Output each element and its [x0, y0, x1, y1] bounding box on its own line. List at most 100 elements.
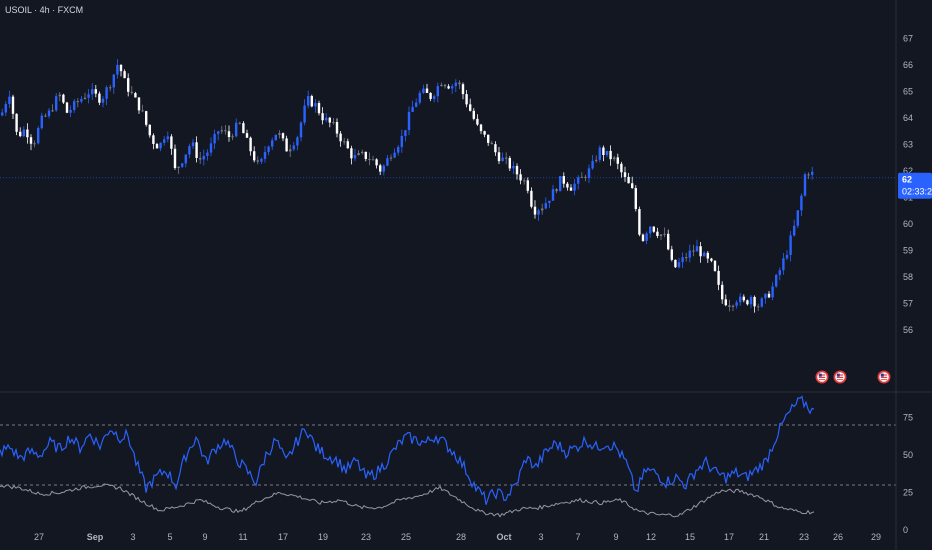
- candle: [379, 163, 382, 176]
- time-axis[interactable]: 27 Sep 3 5 9 11 17 19 23 25 28 Oct 3 7 9 12 15 17 21 23 26 29: [34, 532, 881, 542]
- candle: [224, 125, 227, 135]
- price-tick-label: 67: [903, 34, 913, 44]
- us-flag-icon[interactable]: [877, 370, 891, 384]
- candle: [580, 172, 583, 178]
- candle: [746, 299, 749, 306]
- candle: [710, 257, 713, 263]
- candle: [152, 133, 155, 150]
- candle: [785, 250, 789, 261]
- candle: [335, 118, 339, 138]
- time-tick-label: 23: [361, 532, 371, 542]
- last-price-tag[interactable]: 62 02:33:24: [898, 172, 932, 199]
- candle: [674, 259, 677, 269]
- candle: [339, 131, 342, 147]
- candle: [472, 108, 475, 121]
- candle: [713, 260, 717, 272]
- candle: [256, 156, 259, 165]
- candle: [641, 233, 645, 242]
- candle: [159, 142, 162, 152]
- rsi-tick-label: 75: [903, 413, 913, 423]
- candle: [634, 185, 637, 212]
- candle: [433, 94, 436, 103]
- candle: [458, 80, 461, 90]
- candle: [800, 193, 803, 217]
- candle: [490, 140, 493, 145]
- time-tick-label: 25: [401, 532, 411, 542]
- candle: [217, 130, 220, 141]
- candle: [109, 84, 112, 92]
- candle: [134, 91, 137, 98]
- candle: [501, 152, 504, 162]
- price-tick-label: 56: [903, 325, 913, 335]
- candle: [670, 245, 673, 262]
- symbol-header[interactable]: USOIL · 4h · FXCM: [5, 5, 83, 15]
- candle: [321, 107, 324, 125]
- candle: [195, 136, 198, 163]
- candle: [80, 95, 83, 104]
- candle: [332, 118, 335, 125]
- candle: [609, 145, 612, 166]
- time-tick-label: 3: [130, 532, 135, 542]
- candle: [591, 154, 594, 170]
- candle: [735, 300, 738, 309]
- candle: [145, 110, 148, 127]
- us-flag-icon[interactable]: [833, 370, 847, 384]
- price-panel[interactable]: [0, 59, 896, 313]
- candle: [368, 152, 371, 166]
- us-flag-icon[interactable]: [815, 370, 829, 384]
- candle: [199, 151, 202, 164]
- candle: [393, 148, 396, 159]
- candle: [263, 145, 267, 163]
- candle: [407, 106, 411, 136]
- candle: [296, 135, 299, 151]
- candle: [677, 257, 681, 269]
- candle: [137, 97, 141, 114]
- rsi-panel[interactable]: [0, 395, 896, 518]
- price-tick-label: 66: [903, 60, 913, 70]
- time-tick-label: 17: [724, 532, 734, 542]
- time-tick-label: 9: [202, 532, 207, 542]
- candle: [782, 253, 785, 275]
- candle: [382, 164, 385, 176]
- candle: [238, 121, 241, 125]
- candle: [728, 299, 731, 312]
- candle: [166, 131, 169, 143]
- candle: [551, 184, 555, 201]
- candle: [62, 93, 65, 105]
- candle: [789, 231, 792, 262]
- candle: [803, 172, 807, 197]
- candle: [616, 153, 619, 170]
- rsi-scale[interactable]: 0 25 50 75: [903, 413, 913, 536]
- last-price-value: 62: [902, 175, 912, 185]
- candle: [479, 123, 483, 135]
- candle: [796, 210, 799, 229]
- candle: [112, 74, 115, 94]
- candle: [37, 126, 40, 145]
- price-tick-label: 62: [903, 166, 913, 176]
- candle: [659, 234, 663, 240]
- candle: [209, 137, 213, 157]
- candle: [537, 208, 540, 221]
- candle: [623, 166, 627, 182]
- candle: [415, 98, 418, 108]
- candle: [44, 113, 47, 118]
- candle: [483, 130, 486, 138]
- candle: [602, 145, 605, 162]
- candle: [361, 149, 364, 155]
- candle: [443, 83, 447, 89]
- candle: [605, 150, 609, 158]
- candle: [314, 99, 317, 113]
- candle: [353, 148, 357, 162]
- rsi-tick-label: 50: [903, 450, 913, 460]
- candle: [487, 134, 490, 146]
- candle: [235, 118, 238, 138]
- candles: [1, 59, 814, 313]
- candle: [94, 84, 97, 98]
- candle: [562, 172, 565, 188]
- candle: [206, 149, 209, 161]
- candle: [404, 130, 407, 142]
- candle: [807, 172, 810, 180]
- candle: [15, 113, 18, 136]
- candle: [530, 187, 533, 209]
